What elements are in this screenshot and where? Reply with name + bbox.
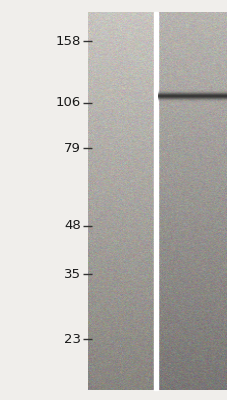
Text: 48: 48 [64, 219, 81, 232]
Text: 158: 158 [55, 34, 81, 48]
Text: 35: 35 [64, 268, 81, 281]
Text: 106: 106 [55, 96, 81, 109]
Bar [153, 12, 158, 390]
Text: 79: 79 [64, 142, 81, 155]
Text: 23: 23 [64, 333, 81, 346]
